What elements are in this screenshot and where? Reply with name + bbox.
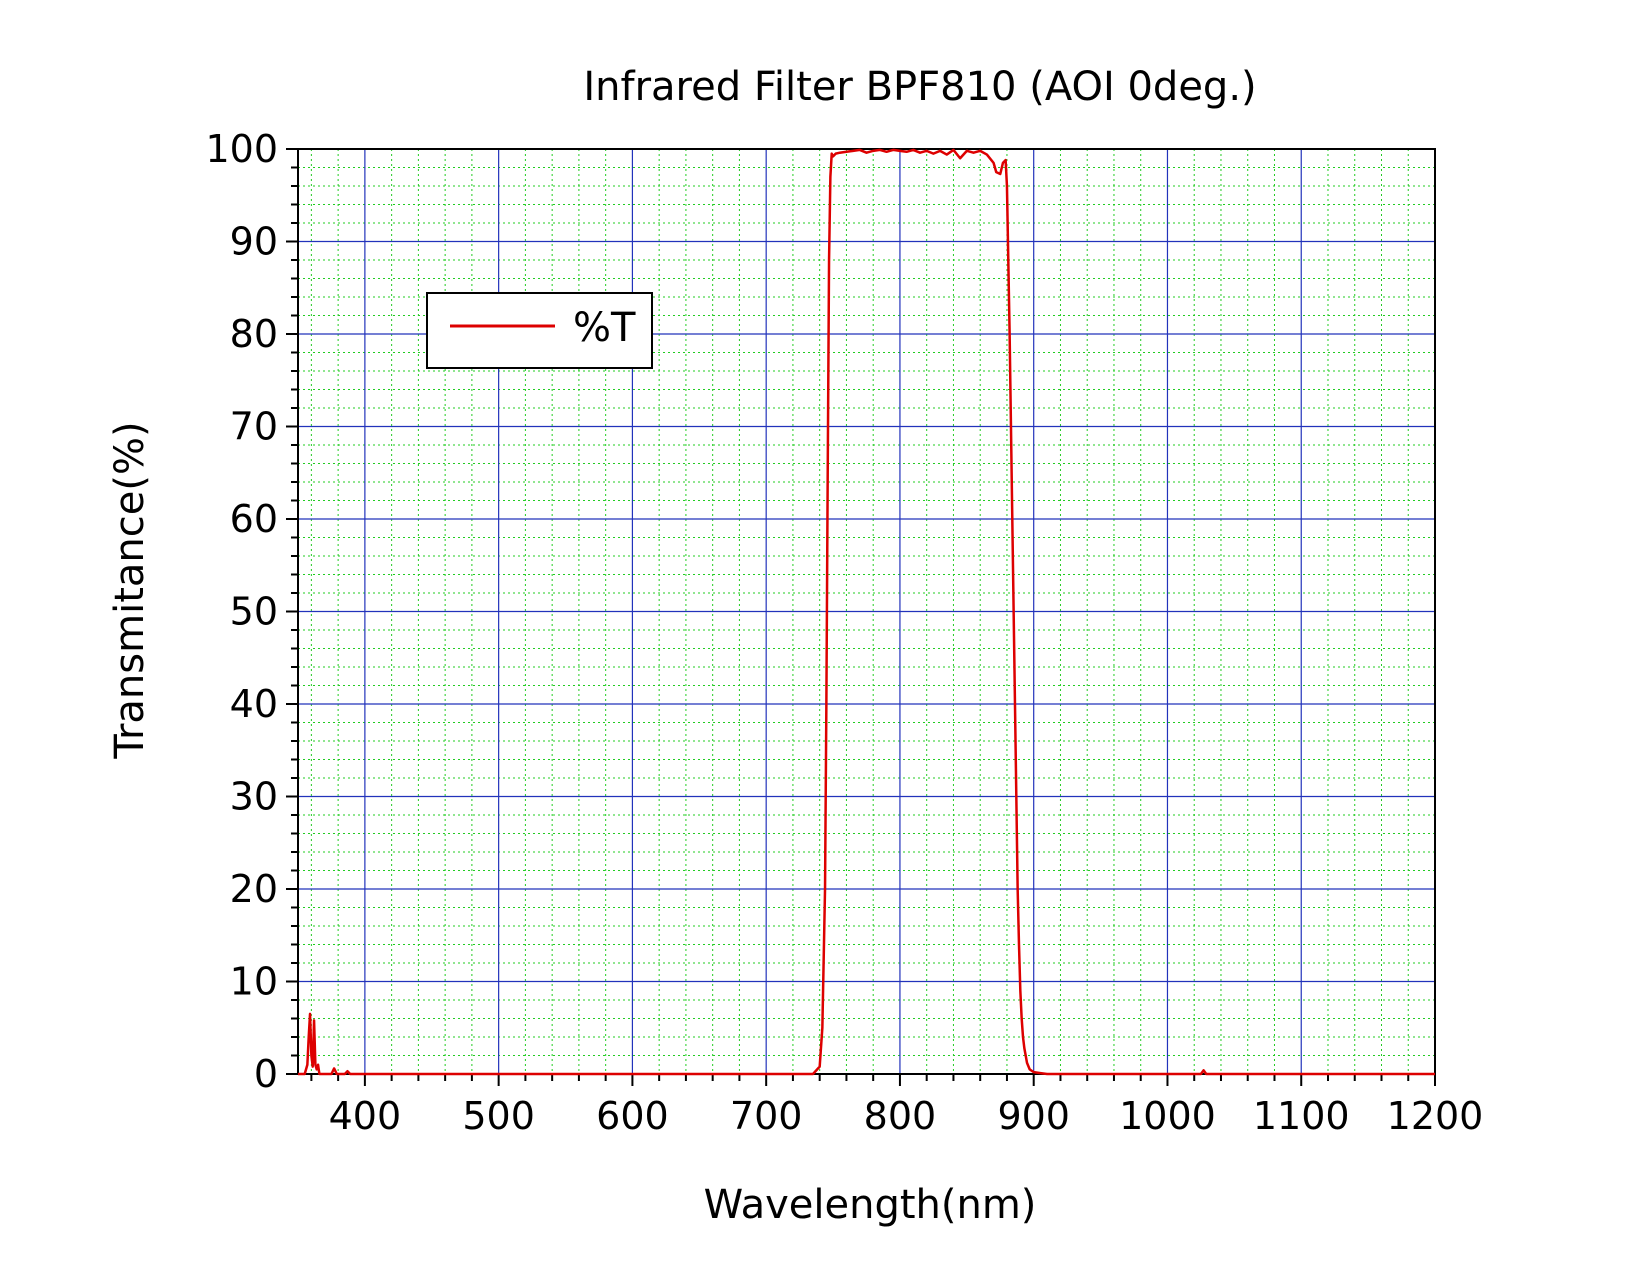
y-axis-label: Transmitance(%) [107,421,153,759]
y-tick-label: 10 [230,960,278,1004]
plot-frame [297,148,1436,1075]
minor-grid [298,149,1435,1074]
y-tick-label: 60 [230,497,278,541]
legend: %T [426,292,653,369]
y-tick-labels: 0 10 20 30 40 50 60 70 80 90 100 [205,127,278,1096]
y-tick-label: 20 [230,867,278,911]
x-tick-labels: 400 500 600 700 800 900 1000 1100 1200 [329,1094,1484,1138]
series-line-transmittance [298,148,1435,1076]
x-tick-label: 1000 [1119,1094,1216,1138]
chart-title: Infrared Filter BPF810 (AOI 0deg.) [583,64,1256,110]
x-tick-label: 600 [596,1094,669,1138]
y-tick-label: 100 [205,127,278,171]
y-tick-label: 90 [230,220,278,264]
y-tick-label: 0 [254,1052,278,1096]
x-tick-label: 800 [864,1094,937,1138]
axis-ticks [286,148,1436,1086]
x-tick-label: 1200 [1387,1094,1484,1138]
x-tick-label: 900 [997,1094,1070,1138]
y-tick-label: 80 [230,312,278,356]
x-tick-label: 700 [730,1094,803,1138]
y-tick-label: 30 [230,775,278,819]
x-tick-label: 500 [462,1094,535,1138]
legend-box [426,292,653,369]
y-tick-label: 40 [230,682,278,726]
legend-label: %T [573,305,636,351]
x-axis-label: Wavelength(nm) [704,1182,1037,1228]
y-tick-label: 70 [230,405,278,449]
x-tick-label: 400 [329,1094,402,1138]
x-tick-label: 1100 [1253,1094,1350,1138]
y-tick-label: 50 [230,590,278,634]
